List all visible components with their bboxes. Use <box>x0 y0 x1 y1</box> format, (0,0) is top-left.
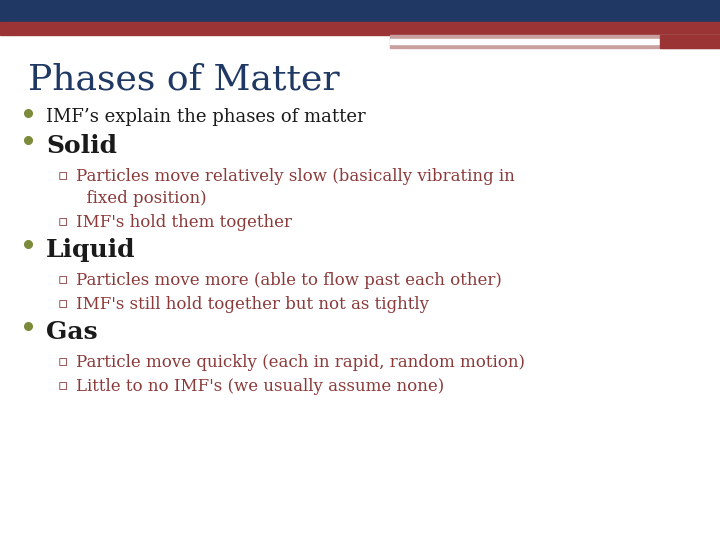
Text: Little to no IMF's (we usually assume none): Little to no IMF's (we usually assume no… <box>76 378 444 395</box>
Text: ▫: ▫ <box>58 378 68 393</box>
Text: Particle move quickly (each in rapid, random motion): Particle move quickly (each in rapid, ra… <box>76 354 525 371</box>
Bar <box>0 0 720 22</box>
Bar <box>390 35 720 48</box>
Text: ▫: ▫ <box>58 168 68 183</box>
Text: Liquid: Liquid <box>46 238 135 262</box>
Text: fixed position): fixed position) <box>76 190 207 207</box>
Text: ▫: ▫ <box>58 296 68 311</box>
Text: ▫: ▫ <box>58 272 68 287</box>
Bar <box>660 35 720 48</box>
Text: Phases of Matter: Phases of Matter <box>28 62 340 96</box>
Text: Particles move relatively slow (basically vibrating in: Particles move relatively slow (basicall… <box>76 168 515 185</box>
Text: IMF's still hold together but not as tightly: IMF's still hold together but not as tig… <box>76 296 429 313</box>
Text: Particles move more (able to flow past each other): Particles move more (able to flow past e… <box>76 272 502 289</box>
Text: IMF's hold them together: IMF's hold them together <box>76 214 292 231</box>
Text: Gas: Gas <box>46 320 98 344</box>
Bar <box>390 39 660 44</box>
Bar <box>0 22 720 35</box>
Text: ▫: ▫ <box>58 214 68 229</box>
Text: ▫: ▫ <box>58 354 68 369</box>
Text: Solid: Solid <box>46 134 117 158</box>
Text: IMF’s explain the phases of matter: IMF’s explain the phases of matter <box>46 108 366 126</box>
